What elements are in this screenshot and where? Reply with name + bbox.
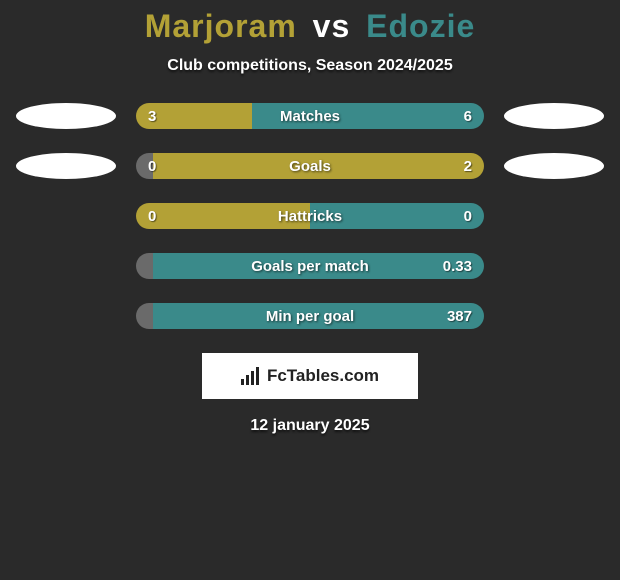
stat-label: Goals per match [136, 253, 484, 279]
stat-label: Matches [136, 103, 484, 129]
stat-row: 36Matches [0, 103, 620, 129]
player1-name: Marjoram [145, 8, 297, 44]
stat-bar: 36Matches [136, 103, 484, 129]
left-ellipse-icon [16, 153, 116, 179]
stat-row: 387Min per goal [0, 303, 620, 329]
date-label: 12 january 2025 [0, 417, 620, 435]
right-ellipse-icon [504, 153, 604, 179]
stat-row: 00Hattricks [0, 203, 620, 229]
stat-row: 0.33Goals per match [0, 253, 620, 279]
player2-name: Edozie [366, 8, 475, 44]
left-ellipse-icon [16, 103, 116, 129]
stat-row: 02Goals [0, 153, 620, 179]
stat-label: Hattricks [136, 203, 484, 229]
comparison-infographic: Marjoram vs Edozie Club competitions, Se… [0, 0, 620, 435]
brand-text: FcTables.com [267, 366, 379, 386]
right-ellipse-icon [504, 103, 604, 129]
bar-chart-icon [241, 367, 259, 385]
stat-bar: 00Hattricks [136, 203, 484, 229]
stat-bar: 02Goals [136, 153, 484, 179]
subtitle: Club competitions, Season 2024/2025 [0, 57, 620, 75]
vs-text: vs [313, 8, 351, 44]
stat-rows: 36Matches 02Goals 00Hattricks 0.33Goals per… [0, 103, 620, 329]
stat-bar: 0.33Goals per match [136, 253, 484, 279]
stat-bar: 387Min per goal [136, 303, 484, 329]
stat-label: Min per goal [136, 303, 484, 329]
page-title: Marjoram vs Edozie [0, 8, 620, 45]
stat-label: Goals [136, 153, 484, 179]
brand-badge: FcTables.com [202, 353, 418, 399]
